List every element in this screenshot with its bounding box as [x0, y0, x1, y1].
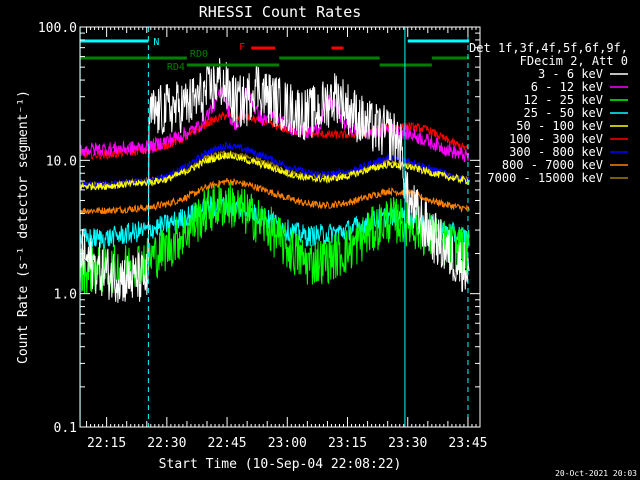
- legend-label-3: 25 - 50 keV: [524, 106, 603, 120]
- chart-title: RHESSI Count Rates: [199, 3, 362, 21]
- y-axis-label: Count Rate (s⁻¹ detector segment⁻¹): [16, 90, 31, 364]
- x-tick-label-3: 23:00: [268, 436, 307, 451]
- legend-label-4: 50 - 100 keV: [516, 119, 603, 133]
- legend-label-0: 3 - 6 keV: [538, 67, 603, 81]
- x-tick-label-4: 23:15: [328, 436, 367, 451]
- flags-layer: N F RD0 RD4: [80, 37, 470, 73]
- y-tick-label-3: 100.0: [38, 21, 77, 36]
- flag-label-rd4: RD4: [167, 62, 185, 73]
- legend-header-line-1: Det 1f,3f,4f,5f,6f,9f,: [469, 41, 628, 55]
- flag-label-f: F: [239, 42, 245, 53]
- series-line-4: [79, 150, 470, 191]
- legend-label-7: 800 - 7000 keV: [502, 158, 603, 172]
- legend-label-8: 7000 - 15000 keV: [487, 171, 603, 185]
- legend-label-5: 100 - 300 keV: [509, 132, 603, 146]
- legend: Det 1f,3f,4f,5f,6f,9f, FDecim 2, Att 0 3…: [469, 41, 628, 185]
- plot-frame: [79, 26, 481, 428]
- flag-label-n: N: [153, 37, 159, 48]
- flag-label-rd0: RD0: [190, 49, 208, 60]
- y-tick-label-0: 0.1: [54, 421, 77, 436]
- legend-header-line-2: FDecim 2, Att 0: [520, 54, 628, 68]
- x-tick-label-5: 23:30: [388, 436, 427, 451]
- series-line-2: [79, 182, 470, 295]
- axes-layer: 0.1 1.0 10.0 100.0 22:15 22:30 22:45 23:00 23:15…: [38, 21, 488, 451]
- legend-label-2: 12 - 25 keV: [524, 93, 603, 107]
- footer-date: 20-Oct-2021 20:03: [555, 469, 637, 478]
- y-tick-label-1: 1.0: [54, 288, 77, 303]
- x-tick-label-6: 23:45: [448, 436, 487, 451]
- series-line-0: [79, 58, 470, 303]
- x-tick-label-0: 22:15: [87, 436, 126, 451]
- x-tick-label-1: 22:30: [147, 436, 186, 451]
- legend-label-6: 300 - 800 keV: [509, 145, 603, 159]
- legend-label-1: 6 - 12 keV: [531, 80, 603, 94]
- series-layer: [79, 58, 470, 303]
- x-axis-label: Start Time (10-Sep-04 22:08:22): [159, 457, 402, 472]
- y-tick-label-2: 10.0: [46, 154, 77, 169]
- x-tick-label-2: 22:45: [208, 436, 247, 451]
